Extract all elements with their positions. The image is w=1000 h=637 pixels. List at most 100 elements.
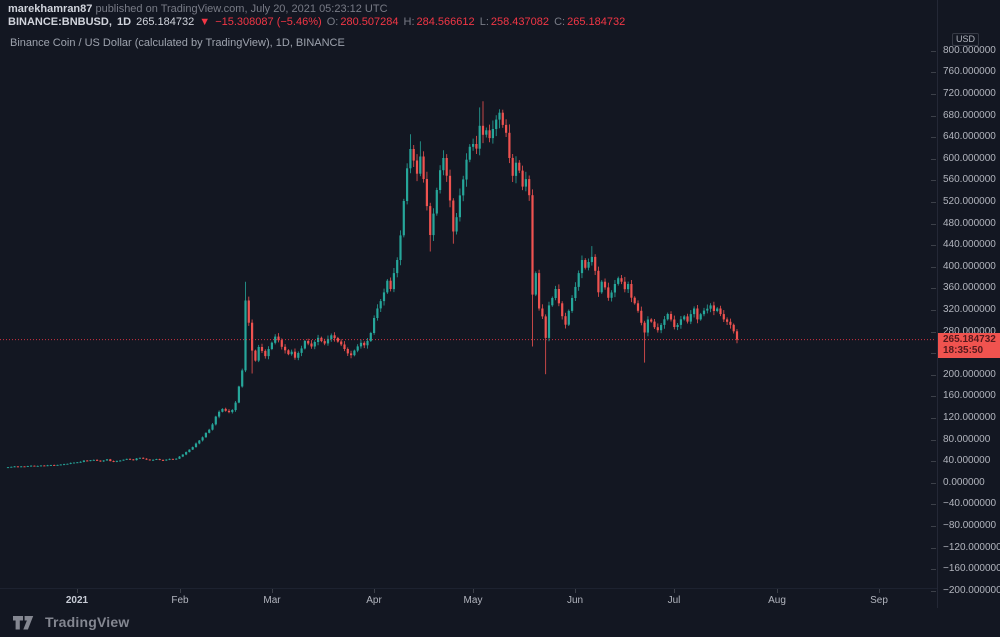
candle-body (650, 319, 653, 322)
candle-body (709, 305, 712, 309)
price-tick-label: −120.000000 (943, 542, 1000, 553)
candle-body (340, 341, 343, 345)
candle-body (181, 454, 184, 457)
candle-body (409, 149, 412, 169)
candle-body (435, 190, 438, 214)
candle-body (656, 327, 659, 331)
candle-body (115, 460, 118, 462)
candle-body (544, 316, 547, 338)
last-price-value: 265.184732 (136, 16, 195, 28)
candle-body (257, 347, 260, 361)
candle-body (633, 297, 636, 304)
candle-body (234, 402, 237, 411)
candle-body (538, 273, 541, 309)
candle-body (99, 460, 102, 462)
price-axis[interactable]: USD 265.184732 18:35:50 800.000000 760.00… (937, 0, 1000, 608)
candle-body (310, 343, 313, 347)
candle-body (478, 125, 481, 149)
candle-body (603, 281, 607, 288)
time-tickmark (674, 589, 675, 593)
candle-body (610, 292, 613, 298)
candle-body (277, 336, 280, 341)
candle-body (468, 146, 471, 160)
candle-body (607, 287, 610, 298)
price-tickmark (931, 569, 936, 570)
candle-body (10, 466, 13, 468)
candle-body (475, 144, 478, 149)
candle-body (125, 458, 128, 460)
candle-body (594, 256, 597, 271)
candle-body (227, 410, 231, 413)
candle-body (432, 213, 435, 236)
time-tick-label: Jul (667, 595, 681, 606)
candle-body (171, 458, 174, 460)
candle-body (547, 305, 551, 338)
price-tickmark (931, 202, 936, 203)
price-tickmark (931, 504, 936, 505)
candle-body (336, 338, 339, 342)
price-tickmark (931, 180, 936, 181)
candle-body (481, 125, 485, 135)
time-tick-label: Jun (566, 595, 584, 606)
candle-body (574, 286, 577, 298)
candle-body (264, 350, 267, 357)
high-value: 284.566612 (416, 16, 475, 28)
candle-body (201, 437, 204, 441)
candle-body (699, 314, 702, 320)
candle-body (343, 344, 346, 349)
price-tickmark (931, 94, 936, 95)
candle-body (165, 459, 168, 461)
tradingview-logo-link[interactable]: TradingView (12, 612, 129, 632)
price-tick-label: 520.000000 (943, 196, 996, 207)
chart-title: Binance Coin / US Dollar (calculated by … (10, 37, 345, 49)
candle-body (702, 310, 706, 315)
price-tickmark (931, 440, 936, 441)
candle-body (425, 179, 428, 207)
candle-body (554, 289, 557, 298)
candle-body (376, 308, 379, 318)
candle-body (270, 342, 273, 349)
candle-body (369, 333, 372, 341)
candle-body (284, 346, 287, 351)
candle-body (643, 322, 646, 333)
candle-body (274, 336, 277, 343)
candle-body (46, 465, 49, 467)
candle-body (531, 195, 534, 295)
candle-body (448, 175, 452, 201)
candle-body (188, 449, 191, 453)
candle-body (439, 170, 442, 190)
candle-body (13, 466, 16, 468)
candle-body (557, 289, 560, 304)
price-tick-label: 360.000000 (943, 282, 996, 293)
candle-body (382, 292, 386, 302)
price-tick-label: −40.000000 (943, 498, 997, 509)
candle-body (76, 462, 79, 464)
candle-body (33, 465, 36, 467)
candle-body (260, 347, 264, 351)
candle-body (353, 350, 356, 356)
time-tickmark (77, 589, 78, 593)
price-tick-label: 640.000000 (943, 131, 996, 142)
last-price-tag: 265.184732 18:35:50 (938, 333, 1000, 358)
close-value: 265.184732 (567, 16, 626, 28)
time-axis[interactable]: 2021 Feb Mar Apr May Jun Jul Aug Sep (0, 588, 937, 609)
candle-body (402, 201, 405, 236)
time-tick-label: Apr (366, 595, 382, 606)
candle-body (39, 465, 43, 467)
candle-body (442, 158, 445, 171)
candle-body (580, 260, 584, 274)
candle-body (158, 459, 161, 460)
price-tickmark (931, 332, 936, 333)
candle-body (392, 273, 395, 290)
candle-body (86, 460, 89, 462)
candle-body (373, 318, 376, 333)
low-value: 258.437082 (490, 16, 550, 28)
candle-body (23, 466, 26, 468)
time-tick-label: Feb (171, 595, 189, 606)
candle-body (79, 461, 82, 463)
candle-body (551, 298, 554, 306)
candle-body (82, 460, 85, 462)
candle-body (346, 349, 349, 354)
candle-body (597, 270, 600, 293)
